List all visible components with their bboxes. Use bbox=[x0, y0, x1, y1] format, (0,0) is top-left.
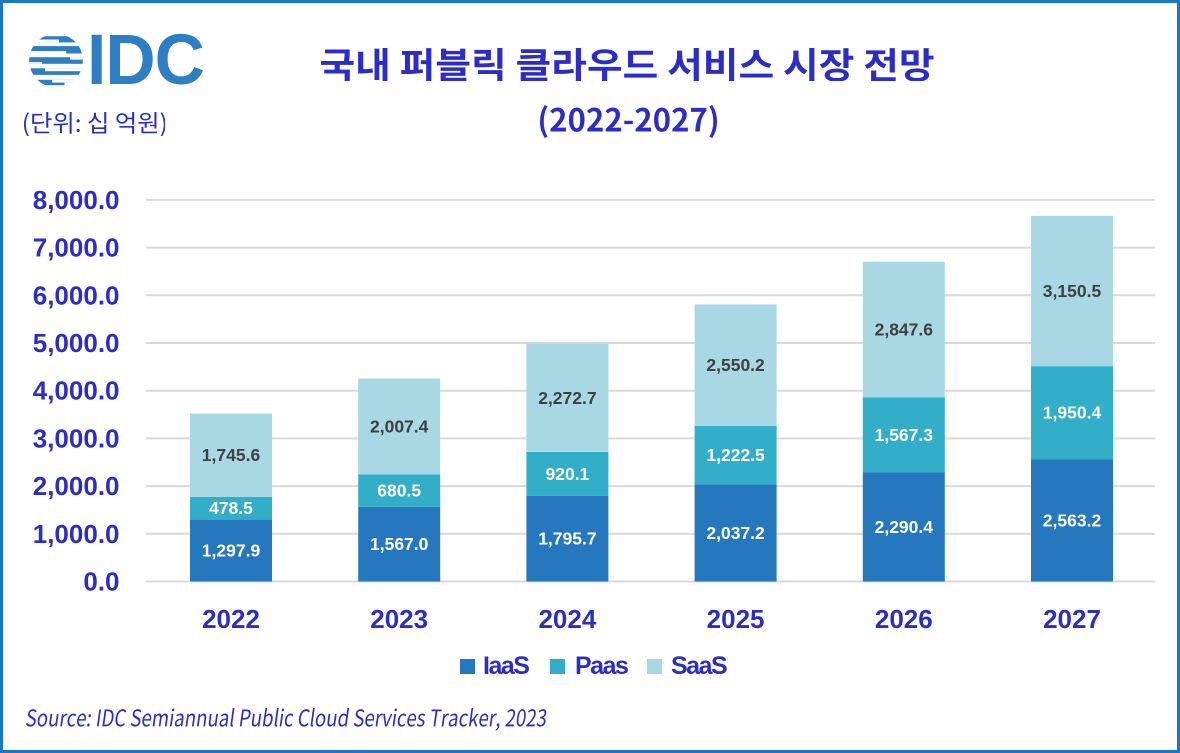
svg-text:2022: 2022 bbox=[202, 604, 260, 634]
svg-text:IaaS: IaaS bbox=[483, 652, 529, 680]
svg-text:8,000.0: 8,000.0 bbox=[33, 185, 120, 215]
svg-text:2,037.2: 2,037.2 bbox=[706, 523, 765, 543]
svg-text:2,290.4: 2,290.4 bbox=[875, 517, 934, 537]
svg-text:478.5: 478.5 bbox=[209, 498, 253, 518]
svg-text:2,272.7: 2,272.7 bbox=[538, 388, 596, 408]
svg-text:0.0: 0.0 bbox=[83, 567, 119, 597]
svg-text:3,000.0: 3,000.0 bbox=[33, 423, 120, 453]
svg-text:680.5: 680.5 bbox=[377, 481, 421, 501]
svg-text:1,950.4: 1,950.4 bbox=[1043, 403, 1102, 423]
svg-text:Paas: Paas bbox=[575, 652, 628, 680]
svg-text:2023: 2023 bbox=[370, 604, 428, 634]
svg-text:5,000.0: 5,000.0 bbox=[33, 328, 120, 358]
svg-text:7,000.0: 7,000.0 bbox=[33, 233, 120, 263]
svg-text:1,567.3: 1,567.3 bbox=[875, 425, 934, 445]
svg-text:SaaS: SaaS bbox=[671, 652, 727, 680]
svg-text:2026: 2026 bbox=[875, 604, 933, 634]
svg-text:2024: 2024 bbox=[538, 604, 596, 634]
svg-text:1,222.5: 1,222.5 bbox=[706, 445, 765, 465]
svg-text:4,000.0: 4,000.0 bbox=[33, 376, 120, 406]
svg-text:2,847.6: 2,847.6 bbox=[875, 320, 934, 340]
svg-text:2,007.4: 2,007.4 bbox=[370, 416, 429, 436]
svg-text:2,000.0: 2,000.0 bbox=[33, 471, 120, 501]
svg-text:3,150.5: 3,150.5 bbox=[1043, 281, 1102, 301]
svg-text:2,550.2: 2,550.2 bbox=[706, 355, 765, 375]
svg-text:2,563.2: 2,563.2 bbox=[1043, 510, 1102, 530]
svg-text:2027: 2027 bbox=[1043, 604, 1101, 634]
svg-text:1,795.7: 1,795.7 bbox=[538, 529, 596, 549]
svg-text:1,000.0: 1,000.0 bbox=[33, 519, 120, 549]
svg-text:920.1: 920.1 bbox=[546, 464, 590, 484]
svg-text:1,297.9: 1,297.9 bbox=[202, 541, 261, 561]
svg-text:2025: 2025 bbox=[707, 604, 765, 634]
svg-text:6,000.0: 6,000.0 bbox=[33, 280, 120, 310]
svg-text:1,745.6: 1,745.6 bbox=[202, 445, 261, 465]
svg-text:1,567.0: 1,567.0 bbox=[370, 534, 429, 554]
